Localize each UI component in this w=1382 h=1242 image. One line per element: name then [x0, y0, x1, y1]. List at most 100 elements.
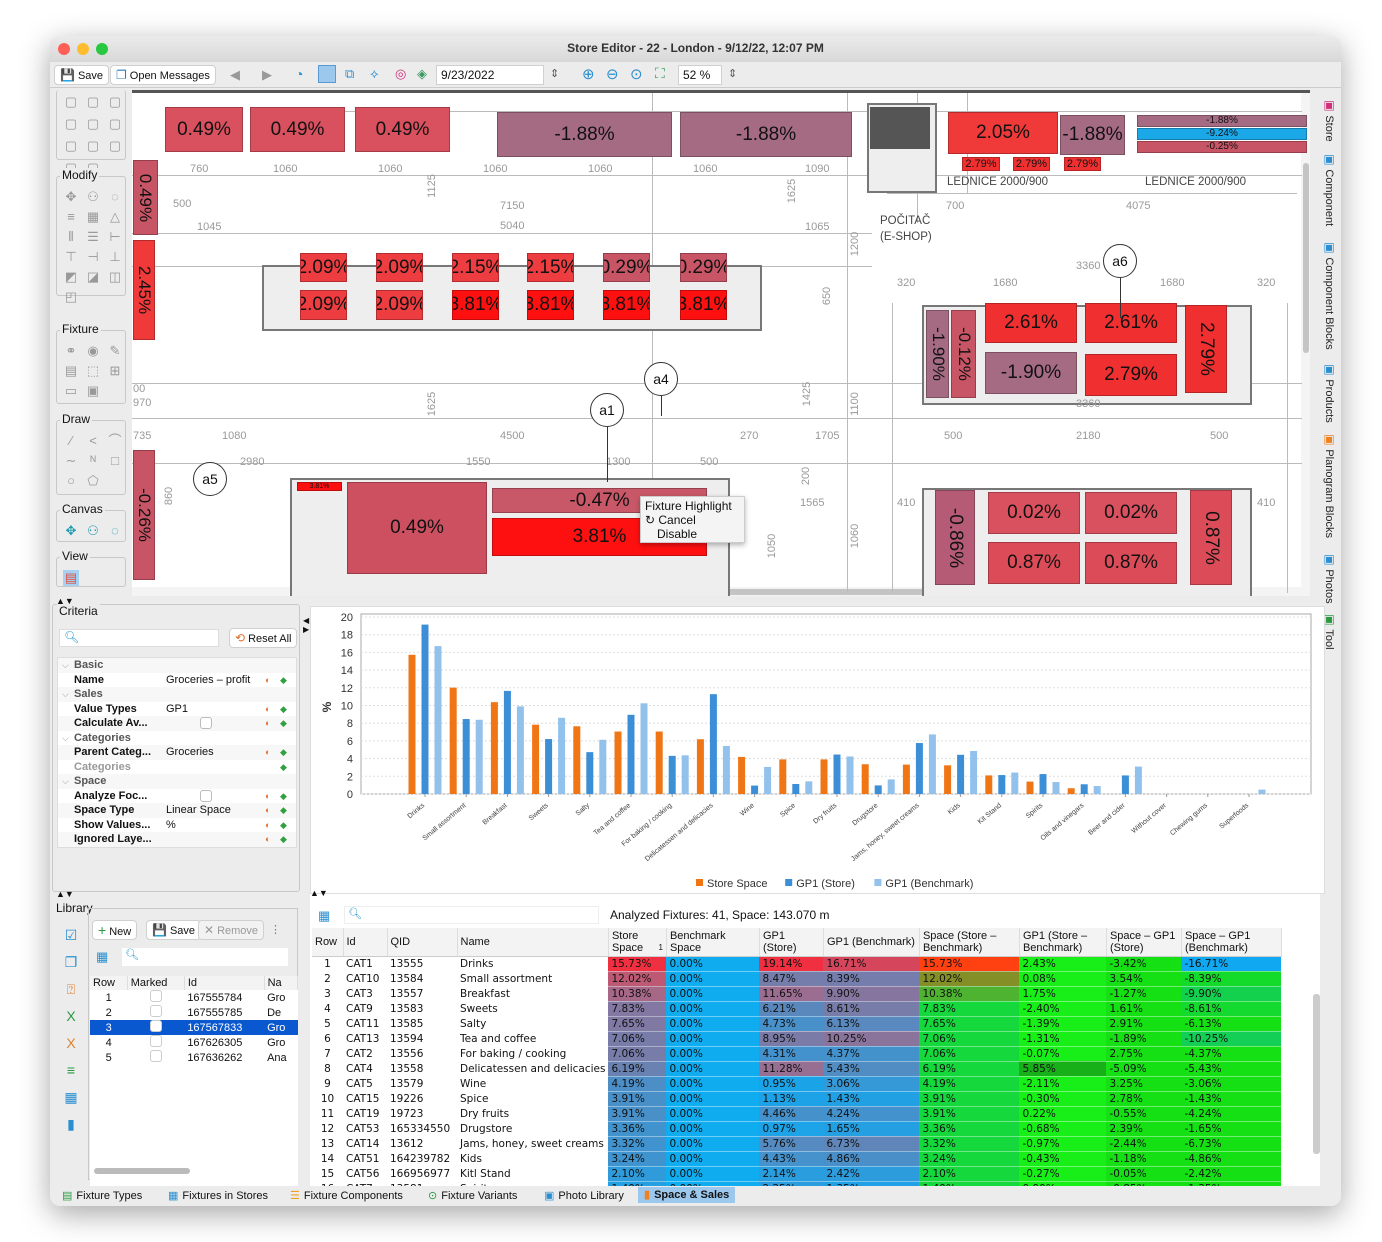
table-row[interactable]: 4 CAT9 13583 Sweets 7.83% 0.00% 6.21% 8.61% 7.83… [312, 1001, 1282, 1017]
focus-icon[interactable]: ◎ [395, 66, 407, 81]
modify-tool-icon[interactable]: △ [110, 209, 120, 224]
fixture-tool-icon[interactable]: ⬚ [86, 363, 100, 378]
tool-icon[interactable]: ▢ [64, 116, 78, 131]
collapse-arrows-icon[interactable]: ▲▼ [56, 889, 74, 899]
table-settings-icon[interactable]: ▦ [318, 908, 331, 923]
open-messages-button[interactable]: ❐ Open Messages [110, 65, 216, 85]
fixture[interactable]: 0.87% [1085, 542, 1177, 584]
fixture[interactable]: 0.02% [988, 492, 1080, 534]
modify-tool-icon[interactable]: ◰ [64, 289, 78, 304]
select-mode-icon[interactable] [318, 65, 336, 83]
library-scrollbar[interactable] [94, 1168, 190, 1174]
redo-icon[interactable]: ▶ [262, 67, 272, 82]
column-header[interactable]: QID [387, 928, 458, 957]
criteria-value[interactable]: Linear Space [166, 804, 231, 816]
fixture[interactable]: 2.79% [962, 157, 1000, 171]
fixture[interactable]: -0.86% [935, 490, 975, 585]
column-header[interactable]: Marked [127, 976, 185, 990]
marked-cell[interactable] [127, 1020, 184, 1035]
tool-icon[interactable]: ▢ [108, 94, 122, 109]
new-button[interactable]: + New [92, 920, 138, 940]
reset-value-icon[interactable]: ◐ [265, 703, 271, 714]
reset-value-icon[interactable]: ◐ [265, 834, 271, 844]
fixture[interactable]: -0.26% [133, 450, 155, 580]
fixture[interactable]: -1.88% [1137, 115, 1307, 127]
draw-tool-icon[interactable]: ᴺ [90, 453, 96, 468]
chart-icon[interactable]: ▮ [67, 1116, 75, 1132]
modify-tool-icon[interactable]: ▦ [86, 209, 100, 224]
draw-tool-icon[interactable]: ⌒ [108, 433, 122, 448]
criteria-row[interactable]: Space Type Linear Space ◐ ◆ [58, 803, 296, 818]
modify-tool-icon[interactable]: ⊤ [65, 249, 77, 264]
criteria-row[interactable]: Parent Categ... Groceries ◐ ◆ [58, 745, 296, 760]
marked-checkbox[interactable] [149, 1020, 162, 1032]
group-icon[interactable]: ⧉ [345, 66, 355, 81]
date-field[interactable]: 9/23/2022 [436, 65, 544, 85]
fixture[interactable]: 0.49% [133, 160, 158, 235]
reset-value-icon[interactable]: ◐ [265, 747, 271, 757]
floor-plan-canvas[interactable]: 0.49% 0.49% 0.49% -1.88% -1.88% 0.49% 2.45% 2.0… [132, 90, 1310, 596]
draw-tool-icon[interactable]: < [89, 433, 97, 448]
fixture-tool-icon[interactable]: ◉ [87, 343, 99, 358]
connect-icon[interactable]: ⟡ [370, 66, 379, 81]
measure-icon[interactable]: ◔ [295, 66, 304, 82]
table-row[interactable]: 1 CAT1 13555 Drinks 15.73% 0.00% 19.14% 16.71% 1… [312, 956, 1282, 972]
annotation-a4[interactable]: a4 [644, 362, 678, 396]
pin-icon[interactable]: ◆ [280, 718, 287, 728]
library-row[interactable]: 4 167626305 Gro [90, 1035, 298, 1050]
modify-tool-icon[interactable]: ◩ [64, 269, 78, 284]
fixture[interactable]: 2.15% [527, 253, 574, 282]
table-row[interactable]: 11 CAT19 19723 Dry fruits 3.91% 0.00% 4.46% 4.2… [312, 1106, 1282, 1122]
table-row[interactable]: 10 CAT15 19226 Spice 3.91% 0.00% 1.13% 1.43% 3.9… [312, 1091, 1282, 1107]
column-header[interactable]: Row [90, 976, 128, 990]
criteria-row[interactable]: Value Types GP1 ◐ ◆ [58, 701, 296, 716]
import-xlsx-icon[interactable]: X [66, 1035, 76, 1051]
pin-icon[interactable]: ◆ [280, 819, 287, 830]
modify-tool-icon[interactable]: ◪ [86, 269, 100, 284]
table-settings-icon[interactable]: ▦ [96, 949, 109, 964]
column-header[interactable]: Name [457, 928, 609, 957]
fixture[interactable]: 0.49% [165, 107, 243, 152]
canvas-tool-icon[interactable]: ✥ [65, 523, 77, 538]
scrollbar-thumb[interactable] [432, 589, 1102, 595]
pin-icon[interactable]: ◆ [280, 790, 287, 801]
fixture[interactable]: 2.05% [948, 112, 1058, 154]
analysis-search-input[interactable]: 🔍︎ [344, 906, 599, 924]
zoom-out-icon[interactable]: ⊖ [606, 66, 619, 83]
bottom-tab-fixture-variants[interactable]: ⊙ Fixture Variants [428, 1189, 517, 1202]
fixture[interactable]: 0.49% [347, 482, 487, 574]
fixture[interactable]: -1.88% [1060, 115, 1125, 155]
pin-icon[interactable]: ◆ [280, 834, 287, 844]
table-row[interactable]: 7 CAT2 13556 For baking / cooking 7.06% 0.00%… [312, 1046, 1282, 1062]
table-row[interactable]: 9 CAT5 13579 Wine 4.19% 0.00% 0.95% 3.06% 4.19% -… [312, 1076, 1282, 1092]
fixture[interactable]: 2.79% [1085, 354, 1177, 396]
table-scrollbar[interactable] [1313, 994, 1320, 1154]
bottom-tab-fixture-components[interactable]: ☰ Fixture Components [290, 1189, 403, 1202]
annotation-a6[interactable]: a6 [1103, 244, 1137, 278]
table-row[interactable]: 8 CAT4 13558 Delicatessen and delicacies 6.1… [312, 1061, 1282, 1077]
fixture-tool-icon[interactable]: ✎ [109, 343, 121, 358]
column-header[interactable]: Store Space 1 [608, 928, 667, 957]
bottom-tab-fixtures-in-stores[interactable]: ▦ Fixtures in Stores [168, 1189, 268, 1202]
tool-icon[interactable]: ▢ [86, 116, 100, 131]
annotation-a5[interactable]: a5 [193, 462, 227, 496]
scrollbar-thumb[interactable] [1303, 163, 1309, 353]
tool-icon[interactable]: ▢ [64, 94, 78, 109]
reset-value-icon[interactable]: ◐ [265, 718, 271, 728]
marked-checkbox[interactable] [149, 1005, 162, 1017]
draw-tool-icon[interactable]: ⁄ [69, 433, 73, 448]
fixture[interactable]: 3.81% [297, 482, 342, 491]
fixture[interactable]: 2.09% [376, 290, 423, 320]
right-tab-photos[interactable]: ▣ Photos [1322, 552, 1336, 604]
remove-button[interactable]: ✕ Remove [198, 920, 265, 940]
more-options-icon[interactable]: ⋮ [270, 924, 281, 936]
fixture[interactable]: 2.61% [1085, 303, 1177, 343]
right-tab-planogram-blocks[interactable]: ▣ Planogram Blocks [1322, 432, 1336, 538]
column-header[interactable]: Id [343, 928, 388, 957]
help-icon[interactable]: ⍰ [66, 981, 76, 997]
zoom-in-icon[interactable]: ⊕ [582, 66, 595, 83]
pin-icon[interactable]: ◆ [280, 747, 287, 757]
zoom-stepper[interactable]: ⇕ [728, 68, 738, 80]
layers-icon[interactable]: ◈ [417, 66, 427, 81]
marked-checkbox[interactable] [149, 1050, 162, 1062]
